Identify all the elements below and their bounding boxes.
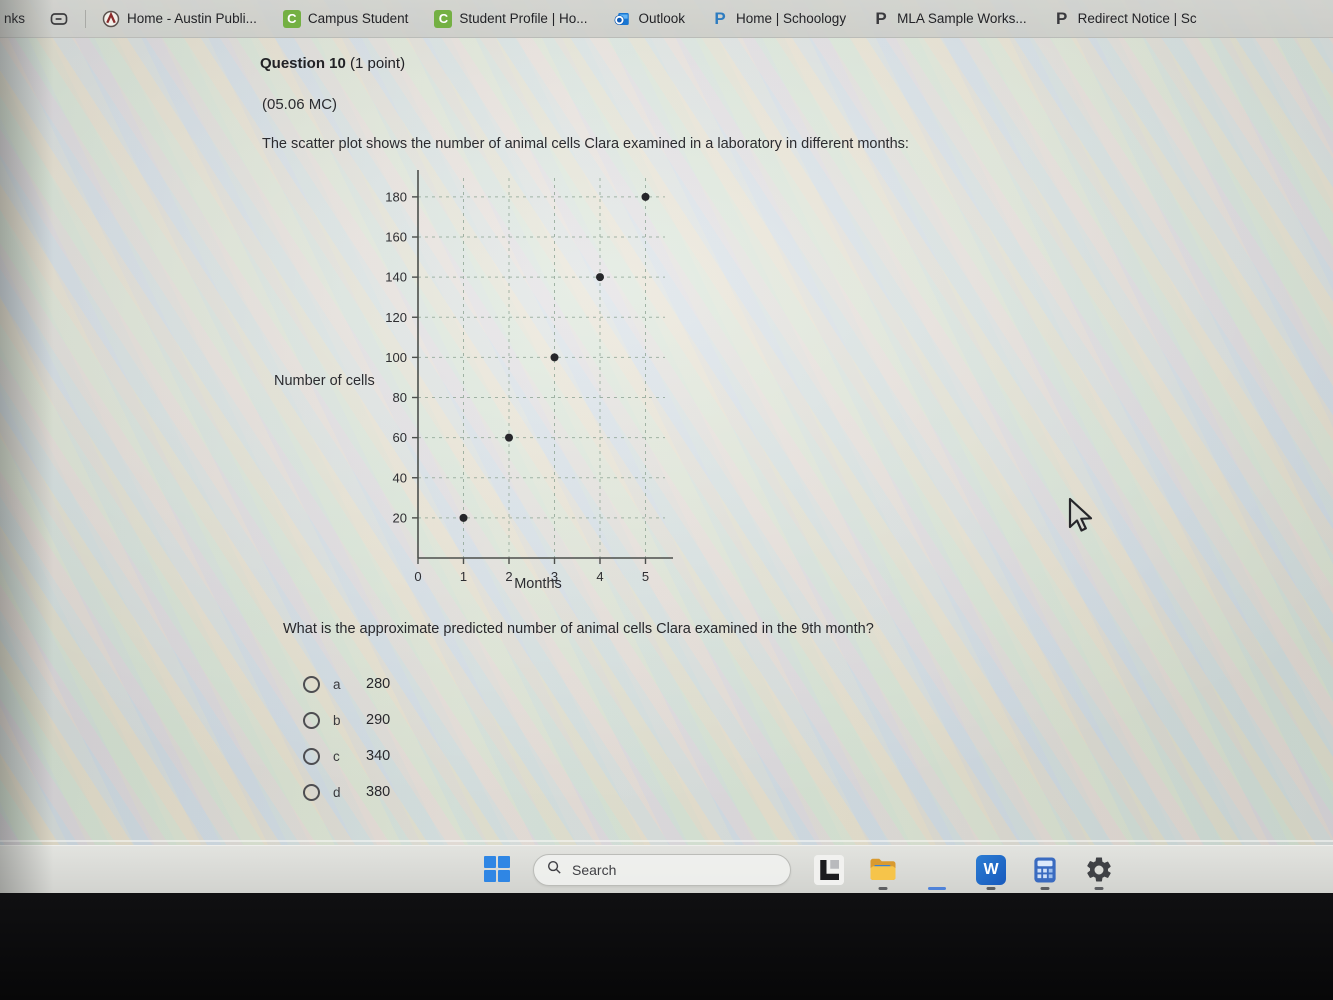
answer-option-row-c: c 340: [303, 738, 390, 774]
dark-p-icon: P: [875, 8, 887, 28]
svg-text:180: 180: [385, 189, 407, 204]
running-indicator: [1094, 887, 1104, 890]
file-explorer-icon[interactable]: [866, 853, 900, 891]
answer-option-row-d: d 380: [303, 774, 390, 810]
answer-options: a 280 b 290 c 340 d 380: [303, 666, 390, 810]
scatter-plot-svg: 20 40 60 80 100 120 140 160 180 0 1 2 3 4 5: [385, 170, 673, 584]
search-input[interactable]: [572, 862, 752, 878]
question-description: The scatter plot shows the number of ani…: [262, 136, 909, 152]
dark-p-icon: P: [1055, 8, 1068, 28]
bookmark-redirect-notice[interactable]: P Redirect Notice | Sc: [1053, 8, 1197, 28]
search-icon: [546, 859, 563, 881]
svg-text:1: 1: [460, 569, 467, 584]
option-letter: b: [333, 712, 341, 728]
option-letter: a: [333, 676, 341, 692]
svg-text:60: 60: [393, 430, 407, 445]
window-bottom-edge: [0, 840, 1333, 842]
green-c-icon: C: [282, 9, 301, 28]
settings-gear-icon[interactable]: [1082, 853, 1116, 891]
answer-option-row-b: b 290: [303, 702, 390, 738]
bookmark-outlook[interactable]: Outlook: [613, 10, 685, 28]
bookmark-label: Home | Schoology: [736, 11, 847, 26]
option-value: 290: [366, 712, 391, 728]
y-axis-label: Number of cells: [274, 373, 375, 389]
bookmark-label: Campus Student: [307, 11, 409, 26]
svg-text:140: 140: [385, 270, 407, 285]
svg-text:80: 80: [393, 390, 407, 405]
calculator-icon[interactable]: [1028, 853, 1062, 891]
svg-text:20: 20: [393, 510, 407, 525]
answer-option-row-a: a 280: [303, 666, 390, 702]
option-a-radio[interactable]: [303, 675, 320, 693]
question-points: (1 point): [350, 55, 406, 72]
bookmarks-overflow-label[interactable]: nks: [4, 11, 26, 26]
svg-text:5: 5: [642, 569, 649, 584]
svg-text:4: 4: [596, 569, 603, 584]
bookmark-label: Student Profile | Ho...: [459, 11, 588, 26]
mouse-cursor-icon: [1068, 497, 1093, 532]
bookmarks-bar: nks Home - Austin Publi... C Campus Stud…: [0, 0, 1333, 38]
option-b-radio[interactable]: [303, 711, 320, 729]
bookmark-campus-student[interactable]: C Campus Student: [282, 9, 409, 28]
running-indicator: [986, 887, 996, 890]
taskbar: W: [0, 845, 1333, 893]
edge-icon[interactable]: [920, 853, 954, 891]
x-axis-label: Months: [514, 576, 562, 592]
bookmark-home-austin[interactable]: Home - Austin Publi...: [102, 10, 257, 28]
option-letter: d: [333, 784, 341, 800]
svg-text:3: 3: [551, 569, 558, 584]
running-indicator: [1040, 887, 1050, 890]
bookmark-student-profile[interactable]: C Student Profile | Ho...: [434, 9, 588, 28]
svg-text:100: 100: [385, 350, 407, 365]
outlook-icon: [613, 10, 631, 28]
running-indicator: [928, 887, 946, 890]
bookmark-label: Outlook: [638, 11, 685, 26]
windows-start-icon[interactable]: [484, 856, 514, 884]
scatter-plot: 20 40 60 80 100 120 140 160 180 0 1 2 3 4 5 Number of …: [268, 168, 708, 613]
option-value: 380: [366, 784, 391, 800]
reading-list-icon[interactable]: [49, 9, 69, 29]
bookmark-label: MLA Sample Works...: [897, 11, 1027, 26]
powerschool-p-icon: P: [714, 8, 726, 28]
austin-schools-favicon-icon: [102, 10, 120, 28]
option-value: 280: [366, 676, 391, 692]
option-letter: c: [333, 748, 340, 764]
bookmark-label: Redirect Notice | Sc: [1077, 11, 1197, 26]
word-icon[interactable]: W: [974, 853, 1008, 891]
laptop-bezel: [0, 893, 1333, 1000]
svg-text:2: 2: [505, 569, 512, 584]
option-d-radio[interactable]: [303, 783, 320, 801]
svg-text:40: 40: [393, 470, 407, 485]
question-code: (05.06 MC): [262, 96, 338, 113]
question-header: Question 10 (1 point): [260, 55, 405, 72]
bookmark-schoology[interactable]: P Home | Schoology: [711, 8, 847, 28]
question-prompt: What is the approximate predicted number…: [283, 621, 874, 637]
taskbar-search[interactable]: [533, 854, 791, 886]
svg-text:0: 0: [414, 569, 421, 584]
svg-text:120: 120: [385, 310, 407, 325]
bookmark-label: Home - Austin Publi...: [127, 11, 257, 26]
bookmarks-separator: [85, 9, 87, 28]
screen: nks Home - Austin Publi... C Campus Stud…: [0, 0, 1333, 893]
svg-text:160: 160: [385, 230, 407, 245]
lockdown-browser-icon[interactable]: [812, 853, 846, 891]
running-indicator: [878, 887, 888, 890]
question-number: Question 10: [260, 55, 346, 72]
option-value: 340: [366, 748, 391, 764]
bookmark-mla-sample[interactable]: P MLA Sample Works...: [872, 8, 1027, 28]
green-c-icon: C: [434, 9, 453, 28]
option-c-radio[interactable]: [303, 747, 320, 765]
